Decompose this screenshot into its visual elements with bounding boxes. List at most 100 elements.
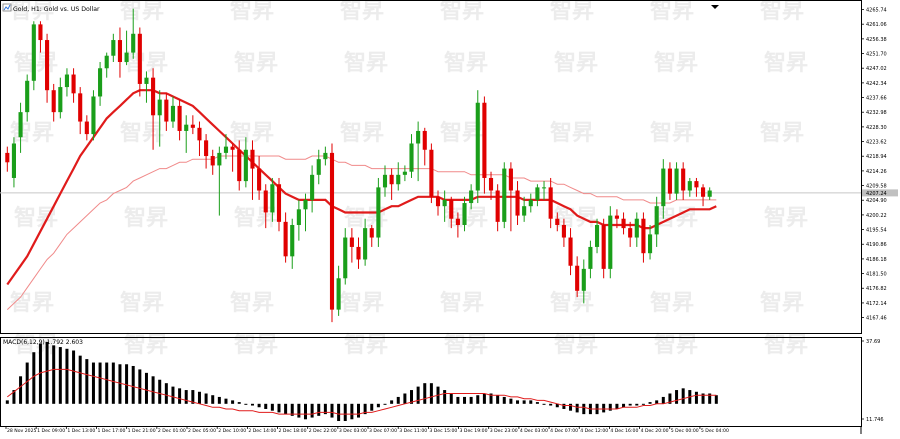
candle[interactable] [422, 127, 427, 166]
candle[interactable] [356, 237, 361, 269]
candle[interactable] [31, 21, 36, 91]
candle[interactable] [204, 134, 209, 169]
candle[interactable] [276, 177, 282, 232]
candle[interactable] [661, 159, 666, 219]
candle[interactable] [614, 209, 619, 229]
candle[interactable] [628, 221, 633, 247]
candle[interactable] [263, 184, 268, 229]
candle[interactable] [522, 196, 527, 222]
candle[interactable] [164, 93, 169, 131]
candle[interactable] [5, 146, 10, 172]
candle[interactable] [608, 206, 613, 279]
candle[interactable] [184, 115, 189, 153]
candle[interactable] [654, 196, 659, 247]
candle[interactable] [555, 212, 560, 232]
candle[interactable] [495, 184, 500, 232]
candle[interactable] [296, 199, 301, 241]
candle[interactable] [442, 190, 447, 222]
candle[interactable] [601, 218, 606, 279]
candle[interactable] [363, 218, 368, 266]
candle[interactable] [376, 177, 381, 247]
candle[interactable] [91, 90, 96, 141]
candle[interactable] [217, 146, 222, 216]
candle[interactable] [250, 140, 255, 200]
candle[interactable] [78, 87, 83, 135]
candle[interactable] [449, 196, 454, 229]
candle[interactable] [144, 71, 149, 103]
candle[interactable] [329, 143, 335, 323]
candle[interactable] [482, 96, 487, 194]
shift-marker-icon[interactable] [711, 5, 719, 9]
candle[interactable] [435, 190, 441, 216]
candle[interactable] [343, 228, 348, 285]
candle[interactable] [290, 218, 295, 269]
candle[interactable] [701, 184, 706, 207]
candle[interactable] [157, 90, 162, 147]
candle[interactable] [621, 212, 626, 235]
candle[interactable] [707, 187, 712, 200]
candle[interactable] [336, 265, 341, 316]
candle[interactable] [369, 224, 374, 247]
candle[interactable] [581, 259, 586, 304]
candle[interactable] [528, 193, 533, 213]
candle[interactable] [303, 193, 308, 232]
candle[interactable] [137, 27, 142, 97]
candle[interactable] [98, 61, 103, 106]
candle[interactable] [475, 90, 480, 204]
candle[interactable] [25, 74, 30, 122]
candle[interactable] [38, 21, 43, 53]
candle[interactable] [117, 27, 123, 78]
candle[interactable] [111, 33, 116, 62]
candle[interactable] [190, 115, 195, 135]
candle[interactable] [462, 196, 467, 232]
candle[interactable] [104, 52, 109, 78]
candle[interactable] [508, 162, 513, 232]
candle[interactable] [210, 149, 215, 175]
candle[interactable] [382, 165, 388, 197]
candle[interactable] [84, 115, 89, 141]
candle[interactable] [409, 134, 414, 178]
candle[interactable] [647, 224, 653, 260]
candle[interactable] [694, 177, 699, 197]
candle[interactable] [310, 165, 315, 213]
candle[interactable] [177, 99, 182, 141]
candle[interactable] [11, 137, 16, 188]
candle[interactable] [488, 171, 494, 200]
candle[interactable] [548, 177, 553, 229]
candle[interactable] [257, 156, 262, 200]
candle[interactable] [64, 68, 70, 97]
candle[interactable] [243, 137, 248, 188]
candle[interactable] [197, 121, 202, 157]
candle[interactable] [237, 140, 242, 191]
candle[interactable] [429, 143, 434, 204]
candle[interactable] [634, 212, 639, 247]
candle[interactable] [641, 212, 646, 263]
candle[interactable] [283, 212, 288, 263]
candle[interactable] [575, 256, 580, 298]
candles[interactable] [5, 8, 712, 323]
candle[interactable] [230, 143, 235, 172]
candle[interactable] [588, 240, 593, 279]
candle[interactable] [349, 228, 354, 263]
candle[interactable] [667, 162, 672, 200]
candle[interactable] [396, 162, 401, 191]
candle[interactable] [535, 184, 540, 207]
candle[interactable] [568, 228, 573, 276]
candle[interactable] [389, 168, 394, 200]
candle[interactable] [681, 162, 686, 200]
candle[interactable] [561, 218, 566, 247]
candle[interactable] [18, 102, 23, 153]
candle[interactable] [71, 68, 76, 103]
candle[interactable] [687, 177, 692, 197]
candle[interactable] [515, 181, 520, 225]
candle[interactable] [674, 162, 679, 200]
candle[interactable] [131, 8, 136, 59]
candle[interactable] [455, 212, 460, 238]
candle[interactable] [51, 83, 56, 122]
candle[interactable] [316, 149, 321, 185]
candle[interactable] [170, 96, 176, 128]
candle[interactable] [594, 218, 600, 254]
candle[interactable] [402, 165, 407, 182]
